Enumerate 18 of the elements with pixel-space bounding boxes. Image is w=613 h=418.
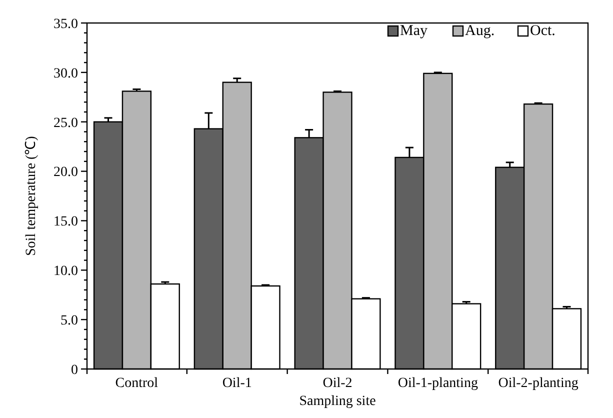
y-tick-label: 15.0 — [54, 214, 78, 230]
y-tick-label: 10.0 — [54, 264, 78, 280]
y-tick-label: 35.0 — [54, 16, 78, 32]
y-tick-label: 25.0 — [54, 116, 78, 131]
x-tick-label: Control — [115, 376, 158, 391]
x-tick-label: Oil-1 — [222, 376, 252, 391]
text: 5.0 — [60, 313, 78, 328]
x-tick-label: Oil-1-planting — [398, 376, 478, 391]
legend-label: Aug. — [465, 23, 495, 39]
x-tick-label: Oil-2 — [322, 376, 352, 391]
legend-label: Oct. — [530, 23, 556, 39]
y-tick-label: 20.0 — [54, 165, 78, 180]
y-axis-title: Soil temperature (℃) — [24, 136, 39, 256]
x-axis-title: Sampling site — [299, 394, 376, 409]
legend-label: May — [400, 23, 428, 39]
x-tick-label: Oil-2-planting — [498, 376, 578, 391]
y-tick-label: 0 — [71, 362, 78, 378]
y-tick-label: 30.0 — [54, 66, 78, 82]
